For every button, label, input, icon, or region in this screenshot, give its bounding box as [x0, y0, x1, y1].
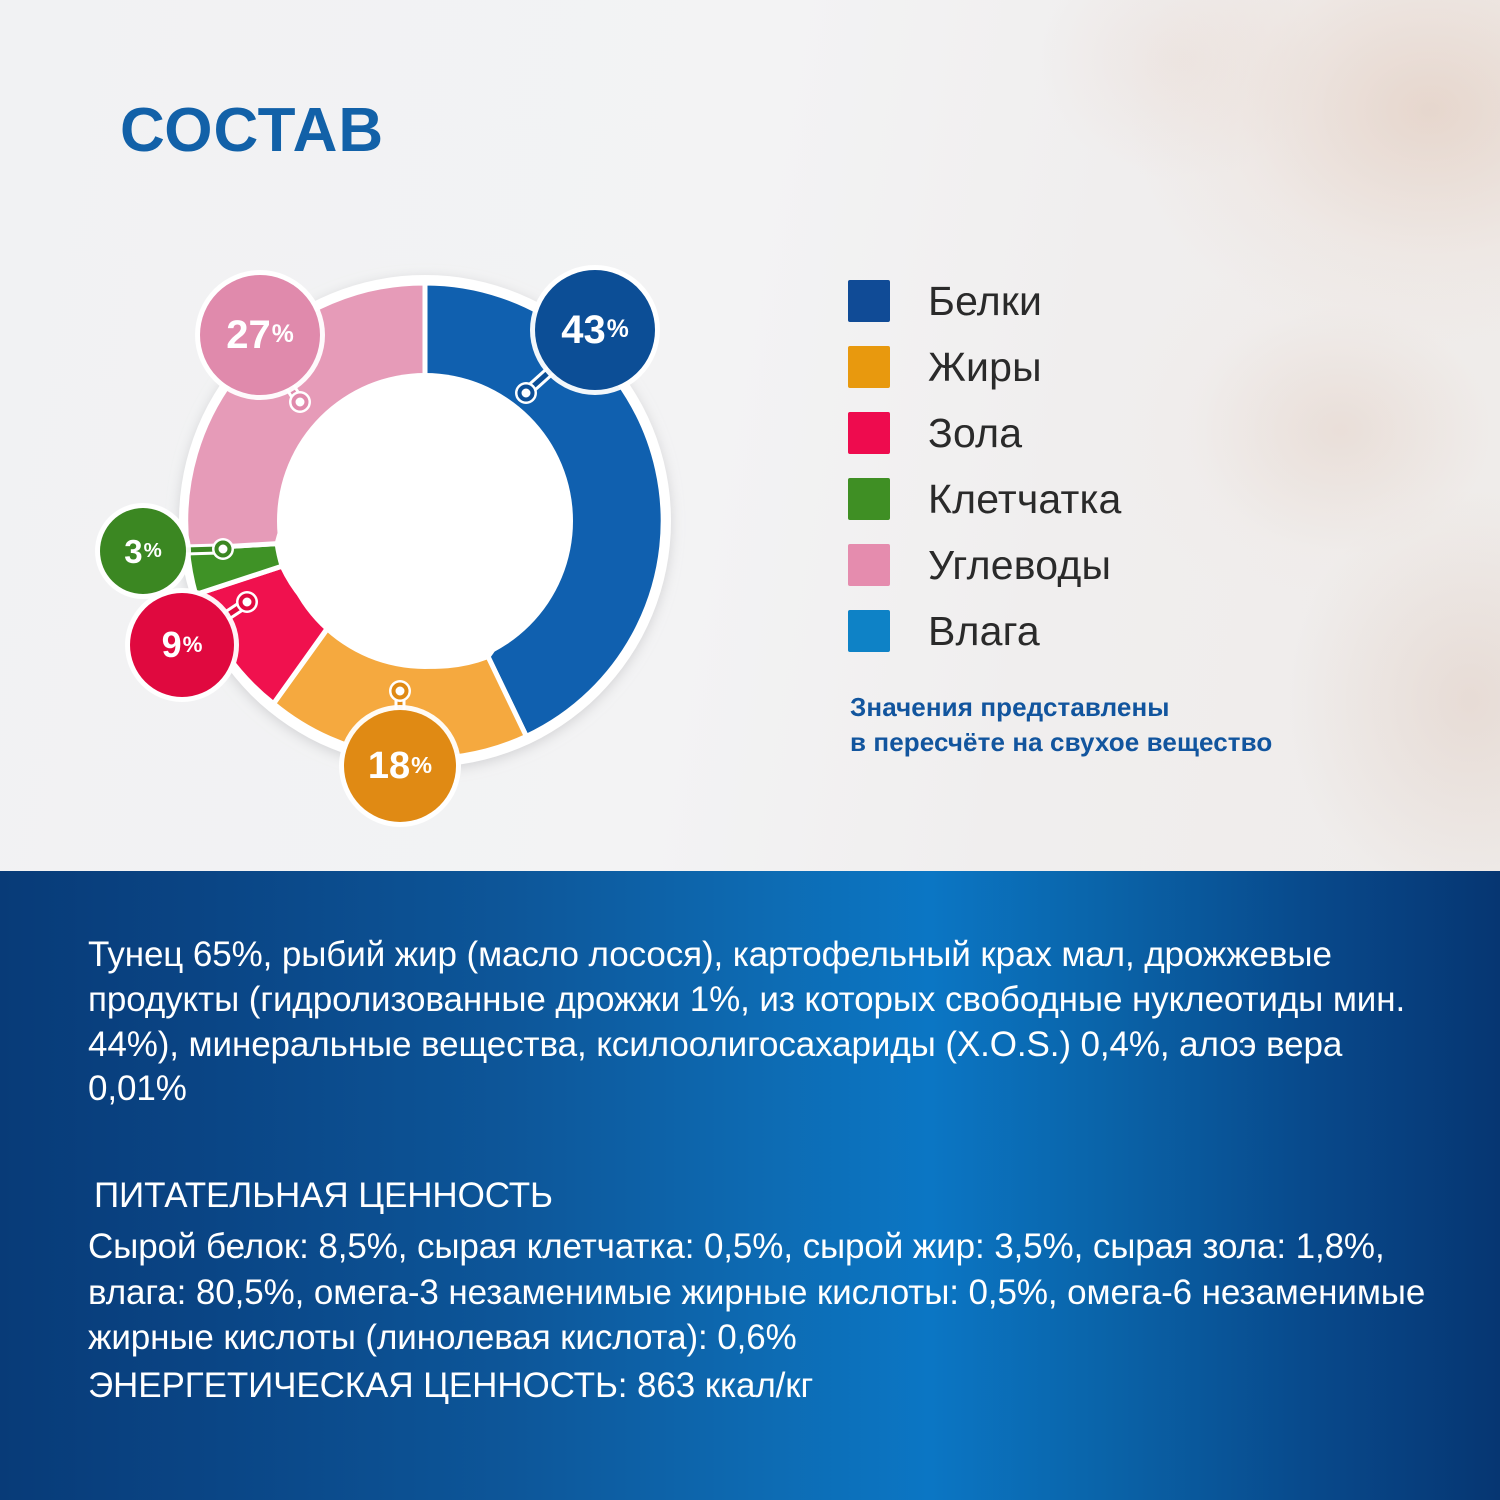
composition-donut-chart: 43% 27% 3% 9% 18% — [95, 225, 755, 825]
legend-item-moisture[interactable]: Влага — [848, 598, 1408, 664]
nutrition-text: Сырой белок: 8,5%, сырая клетчатка: 0,5%… — [88, 1227, 1426, 1357]
details-panel: Тунец 65%, рыбий жир (масло лосося), кар… — [0, 871, 1500, 1500]
pct-sign-protein: % — [606, 315, 629, 343]
pct-bubble-fat[interactable]: 18% — [344, 710, 456, 822]
legend-item-ash[interactable]: Зола — [848, 400, 1408, 466]
energy-value-text: ЭНЕРГЕТИЧЕСКАЯ ЦЕННОСТЬ: 863 ккал/кг — [88, 1366, 814, 1405]
legend-note: Значения представлены в пересчёте на сву… — [850, 690, 1272, 759]
legend-item-carbs[interactable]: Углеводы — [848, 532, 1408, 598]
pct-value-protein: 43 — [561, 308, 606, 352]
legend-label-protein: Белки — [928, 277, 1043, 324]
pct-sign-fiber: % — [143, 538, 162, 562]
pct-value-ash: 9 — [161, 624, 182, 665]
pct-value-carbs: 27 — [226, 313, 271, 357]
pct-sign-fat: % — [411, 752, 433, 779]
pct-sign-ash: % — [182, 631, 203, 657]
legend-item-protein[interactable]: Белки — [848, 268, 1408, 334]
legend-swatch-fat — [848, 346, 890, 388]
legend-label-fat: Жиры — [928, 343, 1042, 390]
legend-swatch-moisture — [848, 610, 890, 652]
pct-bubble-fiber[interactable]: 3% — [100, 508, 186, 594]
legend-swatch-carbs — [848, 544, 890, 586]
pct-value-fat: 18 — [367, 745, 411, 787]
pct-sign-carbs: % — [271, 320, 294, 348]
composition-panel: СОСТАВ — [0, 0, 1500, 871]
pct-bubble-carbs[interactable]: 27% — [200, 275, 320, 395]
legend-note-line-2: в пересчёте на свухое вещество — [850, 726, 1273, 757]
pct-bubble-ash[interactable]: 9% — [130, 593, 234, 697]
nutrition-heading: ПИТАТЕЛЬНАЯ ЦЕННОСТЬ — [94, 1176, 553, 1215]
legend-label-carbs: Углеводы — [928, 541, 1112, 588]
legend-item-fat[interactable]: Жиры — [848, 334, 1408, 400]
legend-swatch-fiber — [848, 478, 890, 520]
ingredients-text: Тунец 65%, рыбий жир (масло лосося), кар… — [88, 935, 1406, 1109]
page-title: СОСТАВ — [120, 96, 385, 165]
legend-swatch-protein — [848, 280, 890, 322]
pct-value-fiber: 3 — [124, 532, 143, 570]
legend-label-ash: Зола — [928, 409, 1023, 456]
chart-legend: Белки Жиры Зола Клетчатка Углеводы Влага — [848, 268, 1408, 664]
legend-item-fiber[interactable]: Клетчатка — [848, 466, 1408, 532]
legend-label-fiber: Клетчатка — [928, 475, 1122, 522]
pct-bubble-protein[interactable]: 43% — [535, 270, 655, 390]
legend-swatch-ash — [848, 412, 890, 454]
legend-label-moisture: Влага — [928, 607, 1040, 654]
legend-note-line-1: Значения представлены — [850, 692, 1170, 722]
donut-hole — [277, 373, 573, 669]
